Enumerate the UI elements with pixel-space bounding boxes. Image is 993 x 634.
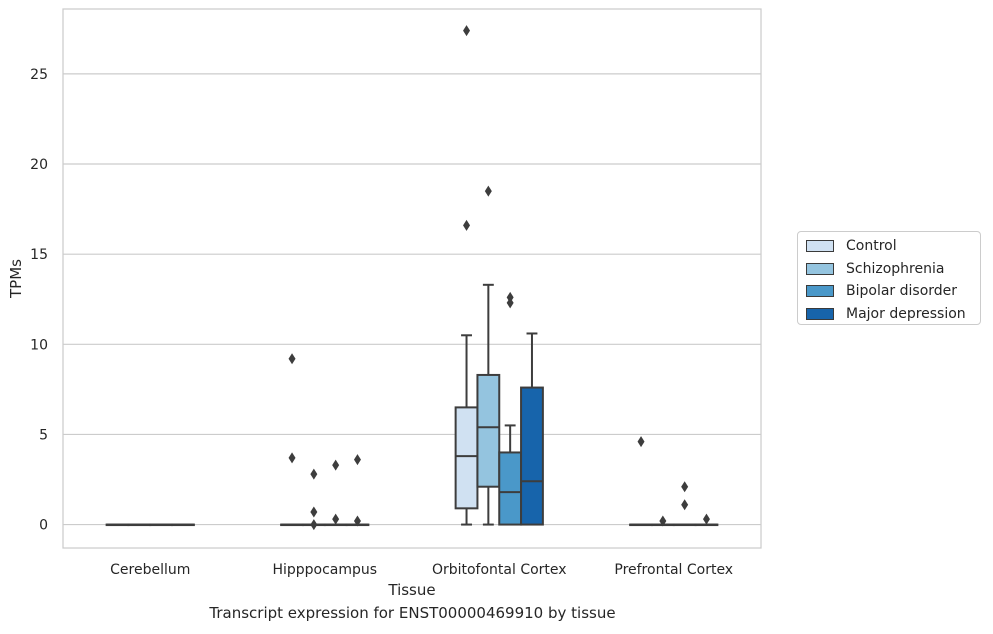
- outlier-point: [332, 513, 340, 525]
- outlier-point: [353, 515, 361, 527]
- boxes: [105, 25, 719, 531]
- legend-swatch: [806, 262, 834, 275]
- x-tick-label-prefrontal-cortex: Prefrontal Cortex: [614, 562, 733, 578]
- legend-swatch: [806, 285, 834, 297]
- y-tick-label: 20: [30, 157, 48, 173]
- box-major-depression-orbitofontal-cortex: [520, 332, 544, 526]
- outlier-point: [506, 297, 514, 309]
- box-bipolar-disorder-cerebellum: [149, 523, 174, 527]
- legend-item-major-depression: Major depression: [806, 304, 966, 324]
- box-control-orbitofontal-cortex: [454, 25, 479, 526]
- chart-caption: Transcript expression for ENST0000046991…: [209, 604, 616, 622]
- outlier-point: [288, 353, 296, 365]
- outlier-point: [463, 25, 471, 37]
- outlier-point: [310, 506, 318, 518]
- y-tick-label: 0: [39, 518, 48, 534]
- box-bipolar-disorder-hipppocampus: [323, 459, 348, 527]
- box-schizophrenia-cerebellum: [127, 523, 152, 527]
- outlier-point: [484, 185, 492, 197]
- legend-label: Major depression: [846, 305, 966, 322]
- box-control-cerebellum: [105, 523, 130, 527]
- box-major-depression-prefrontal-cortex: [694, 513, 719, 527]
- legend-label: Bipolar disorder: [846, 283, 958, 299]
- box-schizophrenia-prefrontal-cortex: [650, 515, 675, 527]
- box-bipolar-disorder-orbitofontal-cortex: [498, 291, 523, 526]
- plot-frame: [62, 8, 762, 549]
- outlier-point: [659, 515, 667, 527]
- outlier-point: [463, 219, 471, 231]
- box-schizophrenia-hipppocampus: [301, 468, 326, 531]
- x-axis-label: Tissue: [387, 581, 435, 599]
- box-body: [498, 451, 523, 526]
- box-control-hipppocampus: [280, 353, 304, 527]
- y-tick-label: 10: [30, 337, 48, 353]
- outlier-point: [681, 481, 689, 493]
- legend-swatch: [806, 307, 834, 320]
- legend-item-schizophrenia: Schizophrenia: [806, 259, 944, 279]
- y-tick-label: 5: [39, 427, 48, 443]
- y-tick-label: 15: [30, 247, 48, 263]
- x-tick-label-orbitofontal-cortex: Orbitofontal Cortex: [432, 562, 567, 578]
- box-major-depression-hipppocampus: [345, 454, 370, 527]
- x-tick-label-hipppocampus: Hipppocampus: [272, 562, 377, 578]
- legend-item-bipolar-disorder: Bipolar disorder: [806, 281, 957, 301]
- x-tick-labels: Cerebellum Hipppocampus Orbitofontal Corte…: [110, 562, 733, 578]
- y-tick-labels: 0 5 10 15 20 25: [30, 67, 48, 534]
- outlier-point: [332, 459, 340, 471]
- box-bipolar-disorder-prefrontal-cortex: [672, 481, 697, 527]
- x-tick-label-cerebellum: Cerebellum: [110, 562, 190, 578]
- outlier-point: [702, 513, 710, 525]
- box-body: [454, 406, 479, 510]
- box-schizophrenia-orbitofontal-cortex: [476, 185, 501, 526]
- outlier-point: [288, 452, 296, 464]
- box-body: [476, 373, 501, 488]
- legend: Control Schizophrenia Bipolar disorder Majo…: [797, 231, 981, 325]
- outlier-point: [637, 436, 645, 448]
- legend-item-control: Control: [806, 236, 897, 256]
- legend-label: Control: [846, 238, 897, 254]
- legend-label: Schizophrenia: [846, 260, 945, 277]
- outlier-point: [310, 468, 318, 480]
- y-axis-label: TPMs: [7, 259, 25, 299]
- outlier-point: [310, 519, 318, 531]
- box-body: [520, 386, 544, 526]
- outlier-point: [681, 499, 689, 511]
- gridlines: [63, 73, 761, 526]
- box-control-prefrontal-cortex: [629, 436, 653, 527]
- outlier-point: [353, 454, 361, 466]
- box-major-depression-cerebellum: [171, 523, 195, 527]
- y-tick-label: 25: [30, 67, 48, 83]
- legend-swatch: [806, 240, 834, 252]
